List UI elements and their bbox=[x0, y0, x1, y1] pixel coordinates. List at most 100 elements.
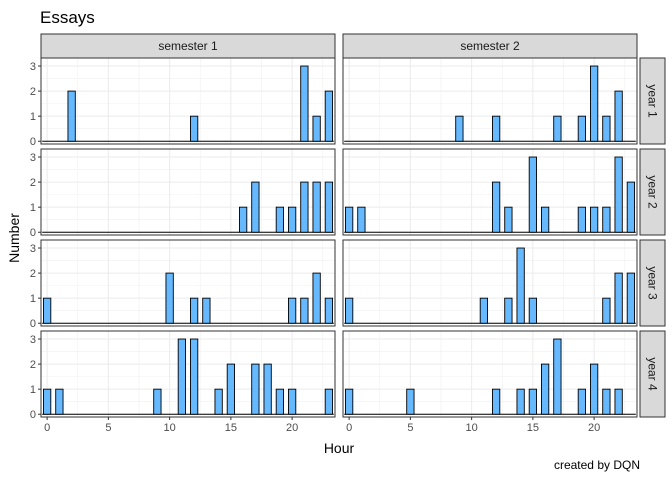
bar bbox=[300, 297, 309, 324]
bar bbox=[345, 297, 354, 324]
bar bbox=[251, 181, 260, 233]
bar bbox=[516, 388, 525, 415]
bar bbox=[324, 388, 334, 415]
row-strip-label: year 4 bbox=[646, 357, 660, 391]
bar bbox=[300, 65, 309, 142]
bar bbox=[590, 363, 599, 415]
column-strip-label: semester 1 bbox=[158, 39, 218, 53]
x-tick-label: 5 bbox=[105, 422, 111, 434]
bar bbox=[626, 272, 636, 324]
bar bbox=[43, 388, 52, 415]
bar bbox=[263, 363, 272, 415]
panel bbox=[342, 239, 638, 327]
bar bbox=[288, 388, 297, 415]
panel-background bbox=[41, 331, 335, 417]
panel-background bbox=[343, 149, 637, 235]
bar bbox=[406, 388, 415, 415]
x-tick-label: 20 bbox=[588, 422, 600, 434]
x-axis-title: Hour bbox=[324, 440, 355, 456]
bar bbox=[602, 206, 611, 233]
bar bbox=[602, 297, 611, 324]
y-tick-label: 1 bbox=[30, 293, 36, 305]
x-tick-label: 5 bbox=[407, 422, 413, 434]
bar bbox=[541, 206, 550, 233]
bar bbox=[614, 388, 623, 415]
column-strip bbox=[342, 33, 638, 59]
panels: semester 1 semester 2 year 1 year 2 year 3 ye… bbox=[30, 33, 666, 434]
bar bbox=[492, 388, 501, 415]
bar bbox=[165, 272, 174, 324]
row-strip-label: year 2 bbox=[646, 175, 660, 209]
panel-background bbox=[343, 58, 637, 144]
bar bbox=[275, 206, 285, 233]
row-strip bbox=[639, 330, 666, 418]
y-tick-label: 1 bbox=[30, 111, 36, 123]
bar bbox=[590, 65, 599, 142]
x-tick-label: 0 bbox=[346, 422, 352, 434]
bar bbox=[324, 297, 334, 324]
bar bbox=[153, 388, 162, 415]
panel: 0 1 2 3 bbox=[30, 148, 336, 239]
y-tick-label: 3 bbox=[30, 152, 36, 164]
bar bbox=[528, 388, 538, 415]
panel-border bbox=[40, 57, 336, 145]
panel bbox=[342, 57, 638, 145]
bar bbox=[357, 206, 366, 233]
bar bbox=[312, 272, 321, 324]
bar bbox=[553, 115, 562, 142]
bar bbox=[43, 297, 52, 324]
bar bbox=[312, 115, 321, 142]
panel: 0 1 2 3 0 5 10 15 20 bbox=[30, 330, 336, 434]
bar bbox=[528, 297, 538, 324]
bar bbox=[324, 90, 334, 142]
bar bbox=[528, 156, 538, 233]
x-tick-label: 10 bbox=[466, 422, 478, 434]
panel-border bbox=[342, 239, 638, 327]
bar bbox=[189, 338, 199, 415]
chart-title: Essays bbox=[40, 8, 95, 27]
row-strip bbox=[639, 148, 666, 236]
column-strip bbox=[40, 33, 336, 59]
y-tick-label: 3 bbox=[30, 243, 36, 255]
bar bbox=[177, 338, 186, 415]
panel: 0 1 2 3 bbox=[30, 239, 336, 330]
bar bbox=[275, 388, 285, 415]
bar bbox=[614, 156, 623, 233]
y-tick-label: 3 bbox=[30, 61, 36, 73]
row-strip-label: year 3 bbox=[646, 266, 660, 300]
panel: 0 1 2 3 bbox=[30, 57, 336, 148]
panel-border bbox=[342, 330, 638, 418]
panel-border bbox=[342, 57, 638, 145]
panel-border bbox=[40, 330, 336, 418]
bar bbox=[300, 181, 309, 233]
bar bbox=[577, 388, 587, 415]
x-tick-label: 20 bbox=[286, 422, 298, 434]
bar bbox=[226, 363, 235, 415]
panel-background bbox=[41, 240, 335, 326]
bar bbox=[455, 115, 464, 142]
y-tick-label: 3 bbox=[30, 334, 36, 346]
y-tick-label: 0 bbox=[30, 318, 36, 330]
panel: 0 5 10 15 20 bbox=[342, 330, 638, 434]
bar bbox=[345, 206, 354, 233]
x-tick-label: 15 bbox=[527, 422, 539, 434]
bar bbox=[577, 206, 587, 233]
bar bbox=[492, 115, 501, 142]
panel-background bbox=[41, 149, 335, 235]
bar bbox=[626, 181, 636, 233]
row-strip bbox=[639, 57, 666, 145]
bar bbox=[238, 206, 248, 233]
bar bbox=[202, 297, 211, 324]
y-tick-label: 0 bbox=[30, 409, 36, 421]
bar bbox=[516, 247, 525, 324]
bar bbox=[577, 115, 587, 142]
bar bbox=[553, 338, 562, 415]
bar bbox=[602, 115, 611, 142]
bar bbox=[288, 297, 297, 324]
bar bbox=[312, 181, 321, 233]
y-tick-label: 2 bbox=[30, 86, 36, 98]
panel bbox=[342, 148, 638, 236]
panel-background bbox=[41, 58, 335, 144]
y-tick-label: 0 bbox=[30, 227, 36, 239]
